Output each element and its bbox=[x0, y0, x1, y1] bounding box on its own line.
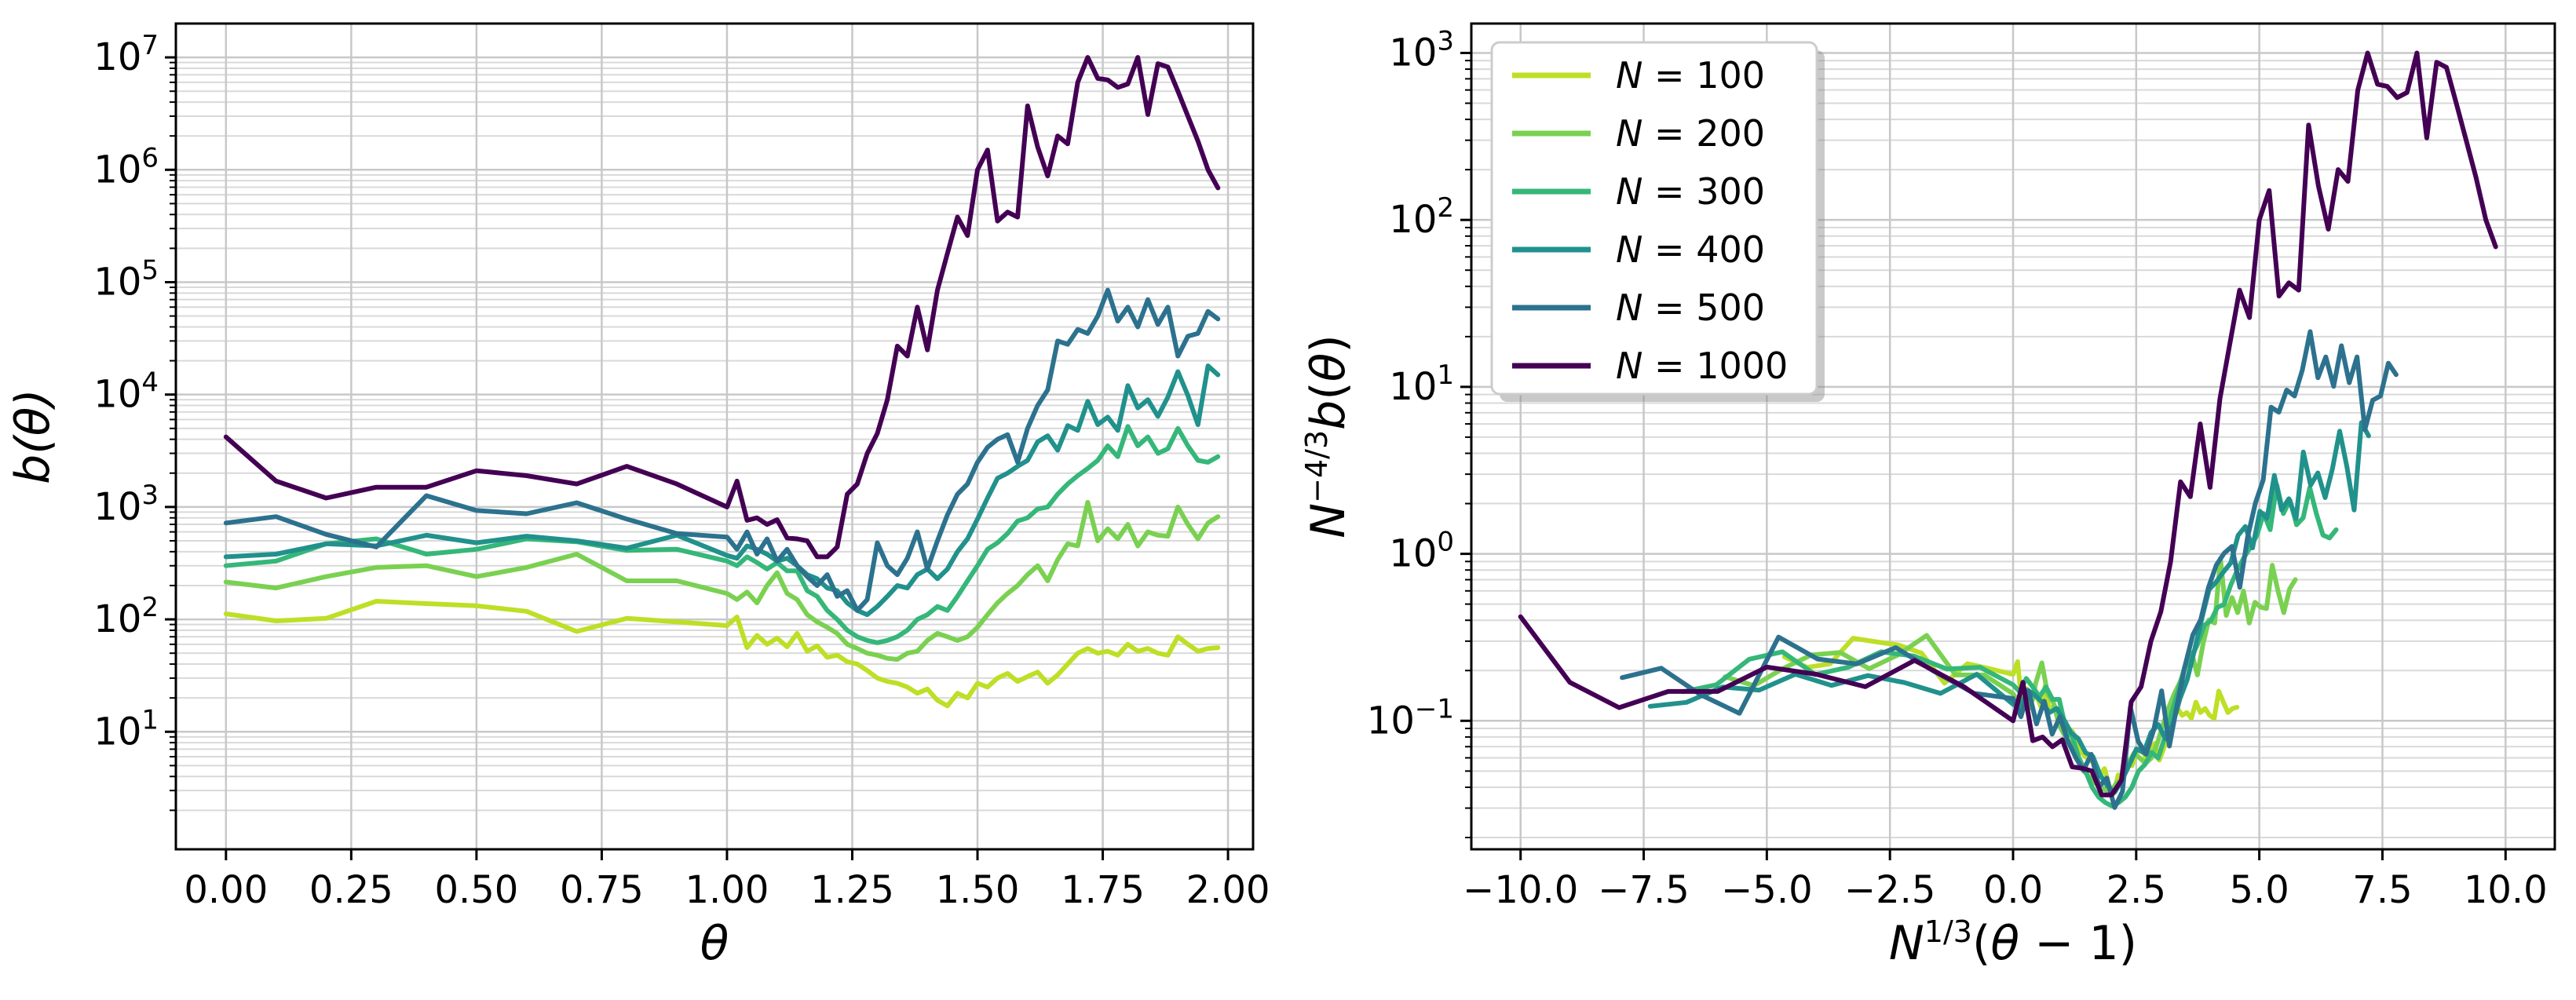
x-tick-label: 1.50 bbox=[936, 868, 1020, 912]
y-tick-label: 10−1 bbox=[1367, 693, 1454, 743]
right-x-axis-label: N1/3(θ − 1) bbox=[1889, 914, 2137, 971]
left-plot-frame bbox=[174, 22, 1255, 851]
left-axes: 101 102 103 104 105 106 107 0.00 0.25 0.50 0.75 1.0… bbox=[93, 30, 1270, 912]
y-tick-label: 101 bbox=[1389, 359, 1454, 409]
x-tick-label: 1.75 bbox=[1061, 868, 1145, 912]
legend-label: N = 1000 bbox=[1616, 345, 1788, 387]
left-chart-panel: 101 102 103 104 105 106 107 0.00 0.25 0.50 0.75 1.0… bbox=[5, 22, 1270, 971]
x-tick-label: −5.0 bbox=[1721, 868, 1813, 912]
y-tick-label: 100 bbox=[1389, 527, 1454, 576]
legend-label: N = 400 bbox=[1616, 228, 1765, 271]
x-tick-label: 0.50 bbox=[434, 868, 518, 912]
x-tick-label: 7.5 bbox=[2352, 868, 2412, 912]
x-tick-label: 0.00 bbox=[184, 868, 268, 912]
legend-label: N = 300 bbox=[1616, 170, 1765, 213]
series-line-n-300 bbox=[223, 424, 1221, 645]
legend-label: N = 100 bbox=[1616, 54, 1765, 97]
series-line-n-500 bbox=[223, 287, 1221, 613]
y-tick-label: 103 bbox=[93, 480, 159, 529]
x-tick-label: 0.75 bbox=[560, 868, 644, 912]
x-tick-label: 1.25 bbox=[810, 868, 894, 912]
x-tick-label: 1.00 bbox=[685, 868, 769, 912]
series-line-n-200 bbox=[223, 499, 1221, 662]
y-tick-label: 102 bbox=[1389, 192, 1454, 242]
y-tick-label: 104 bbox=[93, 367, 159, 417]
x-tick-label: −7.5 bbox=[1598, 868, 1690, 912]
legend-label: N = 500 bbox=[1616, 286, 1765, 329]
legend: N = 100 N = 200 N = 300 N = 400 N = 500 N = 1… bbox=[1490, 41, 1825, 402]
left-plot-area bbox=[176, 24, 1253, 849]
y-tick-label: 102 bbox=[93, 592, 159, 641]
x-tick-label: 10.0 bbox=[2464, 868, 2548, 912]
left-grid bbox=[176, 24, 1253, 849]
y-tick-label: 105 bbox=[93, 254, 159, 304]
series-line-n-100 bbox=[1781, 636, 2240, 797]
left-x-axis-label: θ bbox=[700, 916, 729, 971]
right-axes: 10−1 100 101 102 103 −10.0 −7.5 −5.0 −2.5 0.0 2.5 5… bbox=[1367, 25, 2548, 912]
right-y-axis-label: N−4/3b(θ) bbox=[1299, 334, 1356, 538]
x-tick-label: −2.5 bbox=[1844, 868, 1936, 912]
right-series-group bbox=[1518, 50, 2498, 810]
legend-label: N = 200 bbox=[1616, 112, 1765, 155]
x-tick-label: 0.25 bbox=[309, 868, 393, 912]
x-tick-label: 2.00 bbox=[1186, 868, 1270, 912]
series-line-n-1000 bbox=[223, 55, 1221, 560]
x-tick-label: −10.0 bbox=[1463, 868, 1578, 912]
y-tick-label: 103 bbox=[1389, 25, 1454, 75]
y-tick-label: 107 bbox=[93, 30, 159, 79]
series-line-n-400 bbox=[223, 363, 1221, 618]
x-tick-label: 5.0 bbox=[2229, 868, 2289, 912]
left-y-axis-label: b(θ) bbox=[5, 389, 60, 484]
right-chart-panel: 10−1 100 101 102 103 −10.0 −7.5 −5.0 −2.5 0.0 2.5 5… bbox=[1299, 22, 2556, 971]
series-line-n-1000 bbox=[1518, 50, 2498, 797]
x-tick-label: 2.5 bbox=[2106, 868, 2166, 912]
series-line-n-500 bbox=[1620, 329, 2399, 810]
series-line-n-100 bbox=[223, 599, 1221, 709]
y-tick-label: 101 bbox=[93, 704, 159, 754]
x-tick-label: 0.0 bbox=[1983, 868, 2043, 912]
y-tick-label: 106 bbox=[93, 142, 159, 192]
series-line-n-300 bbox=[1681, 482, 2339, 808]
left-series-group bbox=[223, 55, 1221, 709]
legend-entries: N = 100 N = 200 N = 300 N = 400 N = 500 N = 1… bbox=[1512, 54, 1788, 387]
